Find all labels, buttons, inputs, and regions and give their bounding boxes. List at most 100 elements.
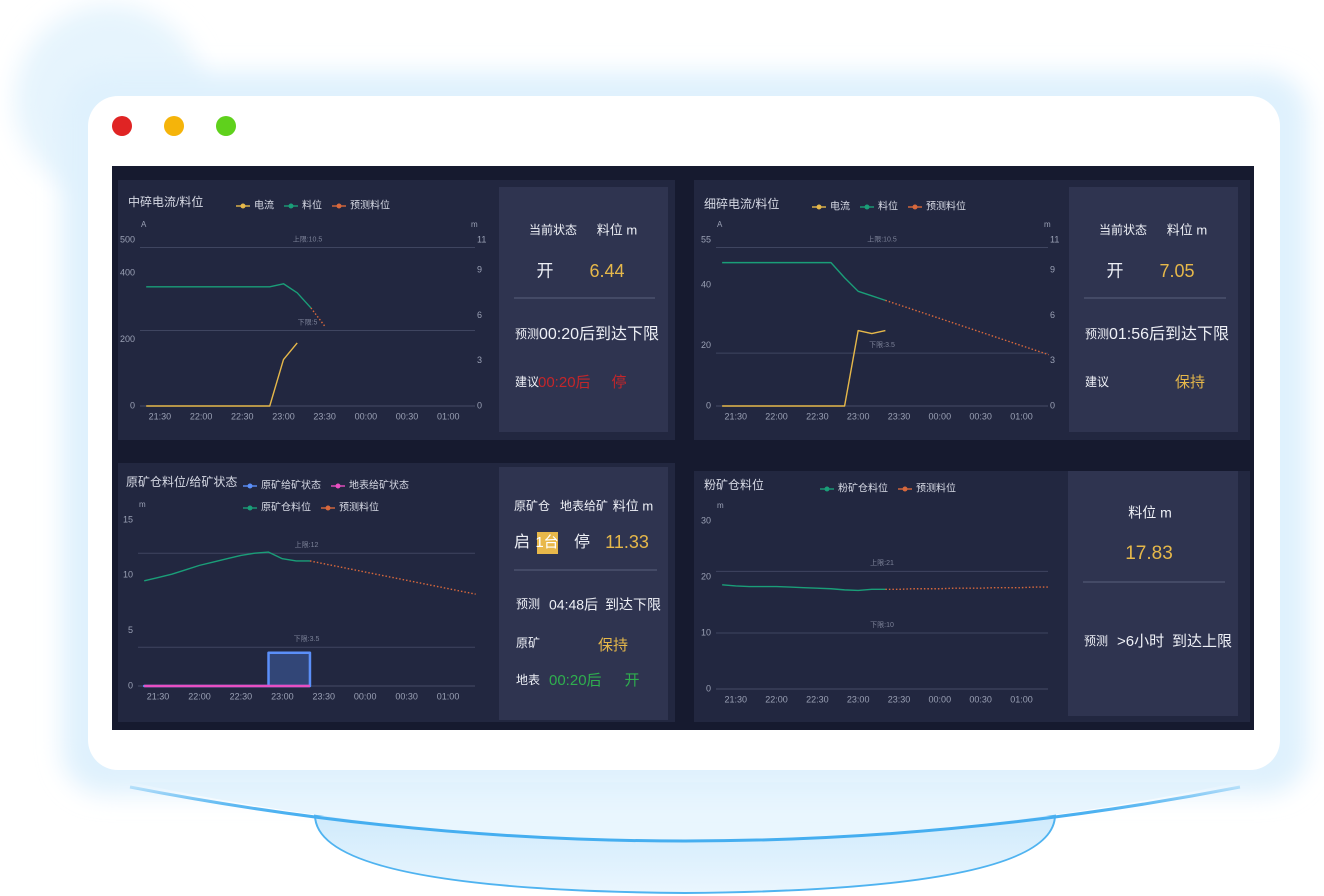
x-tick-label: 21:30	[149, 411, 172, 421]
x-tick-label: 22:00	[765, 411, 788, 421]
y-tick-label: 10	[701, 627, 711, 637]
panel-text: 建议	[515, 375, 539, 389]
y-tick-label: 0	[706, 400, 711, 410]
panel-text: >6小时	[1117, 633, 1164, 650]
y-tick-label: 15	[123, 514, 133, 524]
x-tick-label: 00:30	[396, 411, 419, 421]
panel-text: 地表给矿	[560, 499, 608, 513]
panel-text: 料位 m	[1167, 222, 1207, 237]
x-tick-label: 23:00	[271, 691, 294, 701]
reference-label: 下限:3.5	[869, 340, 895, 349]
legend-label: 地表给矿状态	[349, 479, 409, 492]
x-tick-label: 23:30	[888, 411, 911, 421]
y-tick-label: 0	[130, 400, 135, 410]
panel-text: 到达上限	[1172, 633, 1232, 650]
reference-label: 上限:21	[870, 558, 894, 567]
x-tick-label: 21:30	[724, 411, 747, 421]
panel-text: 料位 m	[597, 222, 637, 237]
legend-marker	[864, 204, 870, 210]
y-tick-label: 400	[120, 268, 135, 278]
legend-label: 预测料位	[926, 200, 966, 213]
legend-label: 电流	[830, 200, 850, 213]
series-line	[885, 586, 1049, 591]
panel-text: 启	[514, 533, 530, 551]
x-tick-label: 23:30	[313, 411, 336, 421]
legend-label: 粉矿仓料位	[838, 482, 888, 495]
y-tick-label: 40	[701, 280, 711, 290]
chart-title: 原矿仓料位/给矿状态	[126, 474, 237, 489]
y-tick-label: 20	[701, 340, 711, 350]
panel-text: 地表	[516, 673, 540, 687]
legend-label: 电流	[254, 199, 274, 212]
legend-marker	[816, 204, 822, 210]
reference-label: 下限:3.5	[294, 634, 320, 643]
legend-marker	[336, 203, 342, 209]
x-tick-label: 22:00	[765, 694, 788, 704]
y-tick-label: 200	[120, 334, 135, 344]
y-tick-label: 0	[128, 680, 133, 690]
legend-marker	[912, 204, 918, 210]
x-tick-label: 01:00	[1010, 694, 1033, 704]
panel-text: 料位 m	[613, 498, 653, 513]
series-line	[885, 299, 1049, 356]
reference-label: 下限:10	[870, 620, 894, 629]
panel-text: 00:20后	[538, 374, 591, 391]
x-tick-label: 23:30	[312, 691, 335, 701]
x-tick-label: 21:30	[147, 691, 170, 701]
x-tick-label: 22:30	[231, 411, 254, 421]
x-tick-label: 00:00	[355, 411, 378, 421]
panel-text: 停	[574, 533, 590, 551]
side-panel	[499, 187, 668, 432]
y-tick-label: 55	[701, 234, 711, 244]
panel-text: 04:48后	[549, 597, 598, 613]
panel-text: 原矿仓	[514, 499, 550, 513]
legend-marker	[335, 483, 341, 489]
y-tick-label: 10	[123, 570, 133, 580]
panel-text: 6.44	[589, 261, 624, 281]
y2-tick-label: 0	[477, 400, 482, 410]
axis-unit: m	[1044, 220, 1051, 229]
panel-text: 开	[624, 672, 639, 689]
y-tick-label: 500	[120, 234, 135, 244]
legend-marker	[824, 486, 830, 492]
axis-unit: m	[717, 501, 724, 510]
x-tick-label: 23:00	[847, 694, 870, 704]
chart-title: 中碎电流/料位	[128, 194, 203, 209]
panel-text: 开	[537, 261, 554, 280]
x-tick-label: 23:00	[272, 411, 295, 421]
legend-label: 原矿给矿状态	[261, 479, 321, 492]
y2-tick-label: 0	[1050, 400, 1055, 410]
series-line	[310, 307, 326, 327]
panel-text: 7.05	[1159, 261, 1194, 281]
x-tick-label: 00:30	[969, 411, 992, 421]
series-line	[722, 261, 886, 302]
y-tick-label: 30	[701, 515, 711, 525]
legend-marker	[288, 203, 294, 209]
window-dot	[112, 116, 132, 136]
legend-label: 料位	[302, 199, 322, 212]
x-tick-label: 22:00	[188, 691, 211, 701]
series-line	[146, 283, 312, 309]
y2-tick-label: 11	[477, 234, 486, 244]
x-tick-label: 01:00	[437, 411, 460, 421]
legend-marker	[902, 486, 908, 492]
x-tick-label: 23:00	[847, 411, 870, 421]
axis-unit: A	[717, 220, 723, 229]
panel-text: 00:20后到达下限	[539, 325, 659, 343]
panel-text: 停	[611, 374, 626, 391]
axis-unit: A	[141, 220, 147, 229]
legend-marker	[325, 505, 331, 511]
panel-text: 预测	[1085, 327, 1109, 341]
panel-text: 17.83	[1125, 543, 1173, 564]
y-tick-label: 20	[701, 571, 711, 581]
legend-label: 预测料位	[916, 482, 956, 495]
x-tick-label: 00:00	[354, 691, 377, 701]
y2-tick-label: 11	[1050, 234, 1059, 244]
series-line	[309, 560, 476, 595]
legend-marker	[247, 505, 253, 511]
panel-text: 01:56后到达下限	[1109, 325, 1229, 343]
panel-text: 预测	[1084, 634, 1108, 648]
y2-tick-label: 6	[477, 310, 482, 320]
